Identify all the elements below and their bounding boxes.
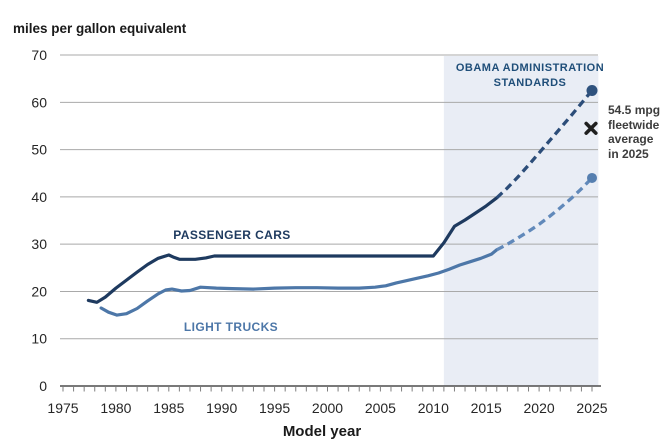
x-axis-title: Model year: [283, 423, 362, 440]
y-axis-title: miles per gallon equivalent: [13, 21, 187, 36]
annotation-line2: fleetwide: [608, 118, 660, 132]
passenger-cars-historic-line: [86, 196, 499, 304]
light-trucks-projected-dashed-line: [496, 176, 594, 252]
annotation-line4: in 2025: [608, 147, 649, 161]
x-tick-label: 2010: [418, 400, 449, 416]
annotation-line3: average: [608, 132, 654, 146]
obama-standards-shaded-region: [443, 56, 599, 386]
axis-tick-label-layer: 0 10 20 30 40 50 60 70 1975 1980 1985 1990 1995 2000 2…: [31, 47, 607, 416]
y-tick-label: 50: [31, 142, 47, 158]
light-trucks-series-label: LIGHT TRUCKS: [184, 320, 278, 334]
x-tick-label: 2020: [524, 400, 555, 416]
passenger-cars-series-label: PASSENGER CARS: [173, 228, 290, 242]
x-tick-label: 1990: [206, 400, 237, 416]
light-trucks-historic-line: [99, 248, 499, 317]
light-trucks-2025-endpoint-dot: [587, 172, 597, 183]
y-tick-label: 70: [31, 47, 47, 63]
obama-standards-label-line1: OBAMA ADMINISTRATION: [456, 62, 604, 74]
x-tick-label: 2000: [312, 400, 343, 416]
endpoint-marker-layer: [584, 85, 598, 183]
passenger-cars-2025-endpoint-dot: [586, 85, 598, 96]
y-tick-label: 40: [31, 189, 47, 205]
x-tick-label: 1980: [100, 400, 131, 416]
x-tick-label: 2025: [576, 400, 607, 416]
x-tick-label: 2005: [365, 400, 396, 416]
gridline-layer: [60, 54, 598, 340]
axis-layer: [60, 385, 601, 392]
x-tick-label: 1985: [153, 400, 184, 416]
annotation-line1: 54.5 mpge: [608, 103, 660, 117]
y-tick-label: 0: [39, 378, 47, 394]
fleetwide-average-x-marker: [584, 121, 598, 135]
y-tick-label: 20: [31, 283, 47, 299]
shaded-region-layer: [443, 56, 599, 386]
y-tick-label: 10: [31, 331, 47, 347]
x-tick-label: 1975: [47, 400, 78, 416]
y-tick-label: 60: [31, 94, 47, 110]
series-line-layer: [86, 89, 594, 317]
y-tick-label: 30: [31, 236, 47, 252]
obama-standards-label-line2: STANDARDS: [494, 77, 567, 89]
x-tick-label: 2015: [471, 400, 502, 416]
x-tick-label: 1995: [259, 400, 290, 416]
